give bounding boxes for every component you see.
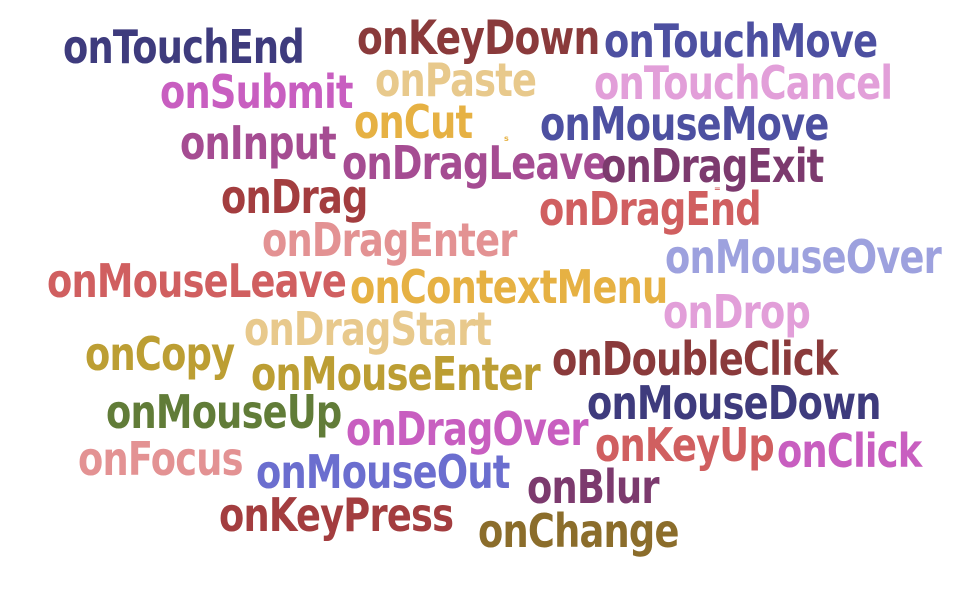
word-onTouchMove: onTouchMove <box>604 14 878 68</box>
word-onTouchEnd: onTouchEnd <box>63 20 305 74</box>
word-onKeyPress: onKeyPress <box>219 488 454 542</box>
word-onInput: onInput <box>180 116 337 170</box>
word-onMouseOver: onMouseOver <box>665 230 942 284</box>
word-onDragEnter: onDragEnter <box>262 213 517 267</box>
word-onChange: onChange <box>478 504 679 558</box>
word-onDoubleClick: onDoubleClick <box>552 332 838 386</box>
word-onDragStart: onDragStart <box>244 302 492 356</box>
word-onCopy: onCopy <box>85 327 235 381</box>
word-onMouseDown: onMouseDown <box>587 376 881 430</box>
word-onMouseLeave: onMouseLeave <box>47 254 347 308</box>
word-onCut: onCut <box>354 95 473 149</box>
speck-glyph: = <box>714 184 721 193</box>
word-onDrag: onDrag <box>221 170 368 224</box>
word-onDrop: onDrop <box>663 285 811 339</box>
word-onDragLeave: onDragLeave <box>342 136 608 190</box>
word-onMouseUp: onMouseUp <box>106 385 342 439</box>
word-onTouchCancel: onTouchCancel <box>594 56 893 110</box>
word-onDragEnd: onDragEnd <box>539 182 762 236</box>
word-onDragOver: onDragOver <box>346 402 589 456</box>
speck-glyph: s <box>504 134 509 143</box>
word-onContextMenu: onContextMenu <box>350 260 668 314</box>
word-onSubmit: onSubmit <box>160 65 353 119</box>
word-onMouseEnter: onMouseEnter <box>251 347 541 401</box>
word-onBlur: onBlur <box>527 460 659 514</box>
word-onClick: onClick <box>777 424 922 478</box>
word-onMouseOut: onMouseOut <box>256 445 510 499</box>
word-onKeyUp: onKeyUp <box>595 418 775 472</box>
word-onMouseMove: onMouseMove <box>540 97 829 151</box>
word-onFocus: onFocus <box>78 432 244 486</box>
word-onDragExit: onDragExit <box>601 139 824 193</box>
word-onKeyDown: onKeyDown <box>357 11 600 66</box>
word-onPaste: onPaste <box>375 53 537 107</box>
